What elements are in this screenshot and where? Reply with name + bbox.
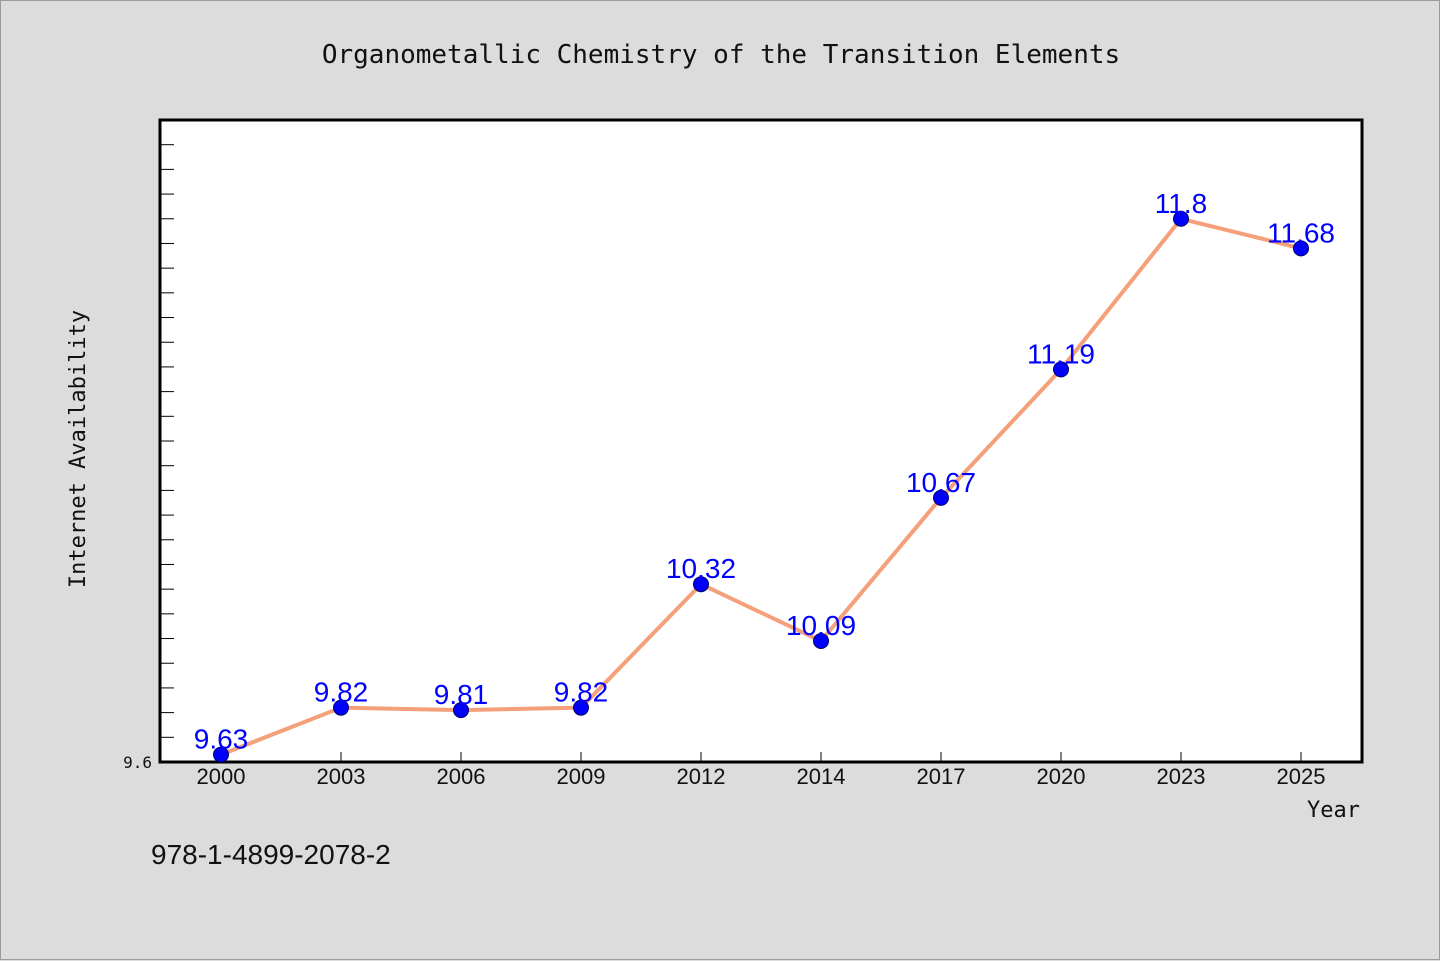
x-tick-label: 2003	[317, 764, 366, 789]
data-labels: 9.63 9.82 9.81 9.82 10.32 10.09 10.67 11.19 11.8…	[194, 188, 1335, 755]
data-point	[453, 702, 469, 719]
x-tick-label: 2020	[1037, 764, 1086, 789]
x-axis-ticks: 2000 2003 2006 2009 2012 2014 2017 2020 2023 2025	[197, 752, 1326, 789]
data-point	[933, 489, 949, 506]
data-point	[333, 699, 349, 716]
x-tick-label: 2014	[797, 764, 846, 789]
data-point	[1173, 210, 1189, 227]
data-point	[1053, 361, 1069, 378]
x-tick-label: 2009	[557, 764, 606, 789]
plot-area	[158, 118, 1364, 764]
data-label: 9.82	[554, 677, 609, 708]
isbn-footer: 978-1-4899-2078-2	[151, 839, 391, 870]
data-point	[813, 633, 829, 650]
data-label: 11.8	[1155, 188, 1207, 219]
data-point	[693, 576, 709, 593]
data-label: 11.68	[1267, 217, 1335, 248]
data-label: 10.32	[666, 553, 736, 584]
data-label: 9.82	[314, 677, 369, 708]
data-markers	[213, 210, 1309, 763]
y-axis-title: Internet Availability	[66, 310, 91, 588]
data-point	[573, 699, 589, 716]
x-tick-label: 2000	[197, 764, 246, 789]
x-axis-title: Year	[1307, 798, 1360, 823]
x-tick-label: 2017	[917, 764, 966, 789]
x-tick-label: 2012	[677, 764, 726, 789]
y-tick-label: 9.6	[123, 753, 152, 772]
x-tick-label: 2025	[1277, 764, 1326, 789]
data-point	[213, 746, 229, 763]
data-label: 9.81	[434, 679, 489, 710]
data-label: 10.67	[906, 467, 976, 498]
data-label: 10.09	[786, 610, 856, 641]
x-tick-label: 2006	[437, 764, 486, 789]
chart-title: Organometallic Chemistry of the Transiti…	[322, 40, 1120, 70]
data-label: 11.19	[1027, 338, 1095, 369]
data-label: 9.63	[194, 724, 249, 755]
data-point	[1293, 240, 1309, 257]
x-tick-label: 2023	[1157, 764, 1206, 789]
series-line	[219, 216, 1303, 757]
y-axis-ticks: 9.6	[123, 144, 174, 772]
